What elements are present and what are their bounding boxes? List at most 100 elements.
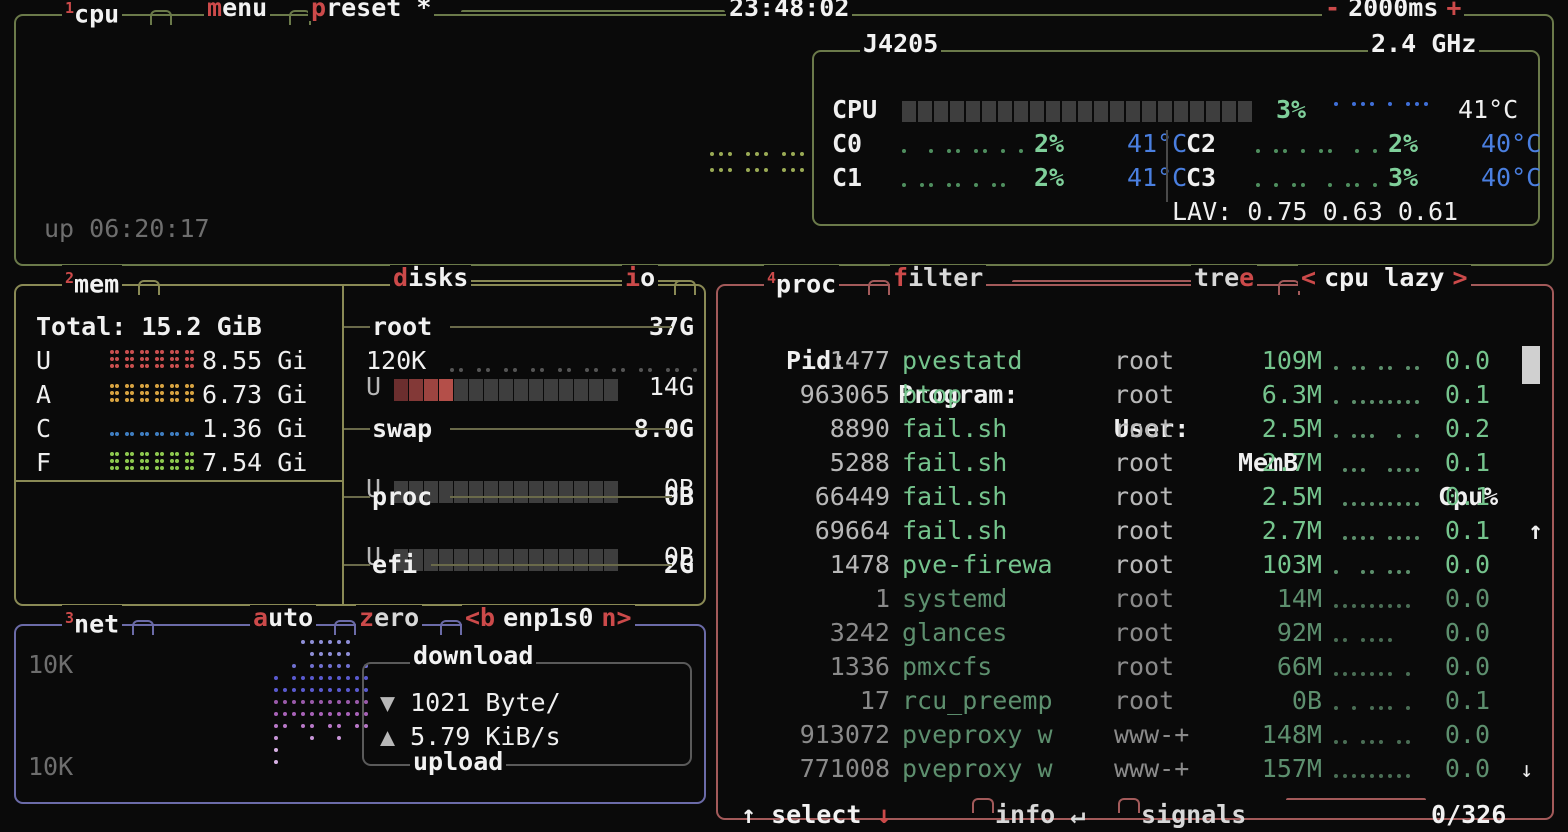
table-row[interactable]: 8890 fail.sh root 2.5M 0.2: [738, 412, 1528, 446]
interval-controls[interactable]: -2000ms +: [1322, 0, 1465, 22]
signals-button[interactable]: signals: [1138, 802, 1249, 828]
disk-meter-segment: [424, 481, 438, 503]
io-toggle[interactable]: io: [622, 265, 659, 291]
table-row[interactable]: 1477 pvestatd root 109M 0.0: [738, 344, 1528, 378]
proc-pid: 69664: [814, 516, 890, 545]
table-row[interactable]: 1 systemd root 14M 0.0: [738, 582, 1528, 616]
scroll-down-icon[interactable]: ↓: [1520, 758, 1534, 783]
mem-row-key-c: C: [36, 414, 52, 443]
proc-box-title-label: proc: [776, 269, 837, 299]
cpu-detail-box: J4205 2.4 GHz CPU 3% 41°C C0 2% 41°C C1 2% 41…: [812, 31, 1541, 226]
mem-row-key-a: A: [36, 380, 52, 409]
table-row[interactable]: 17 rcu_preemp root 0B 0.1: [738, 684, 1528, 718]
proc-program: systemd: [902, 584, 1008, 613]
proc-user: root: [1114, 584, 1175, 613]
core-usage-graph-c3: [1256, 183, 1377, 193]
proc-program: fail.sh: [902, 414, 1008, 443]
download-label: download: [413, 641, 534, 670]
table-row[interactable]: 66449 fail.sh root 2.5M 0.1: [738, 480, 1528, 514]
proc-scrollbar-thumb[interactable]: [1522, 346, 1540, 384]
filter-button[interactable]: filter: [890, 265, 987, 291]
disks-title[interactable]: disks: [390, 263, 472, 292]
mem-total-value: 15.2 GiB: [141, 312, 262, 341]
table-row[interactable]: 913072 pveproxy w www-+ 148M 0.0: [738, 718, 1528, 752]
select-down-icon[interactable]: ↓: [876, 800, 892, 829]
table-row[interactable]: 1478 pve-firewa root 103M 0.0: [738, 548, 1528, 582]
disk-meter-segment: [439, 549, 453, 571]
cpu-meter-segment: [918, 101, 932, 122]
disk-name-proc: proc: [372, 482, 433, 511]
proc-mem: 2.5M: [1261, 414, 1322, 443]
proc-mem: 2.7M: [1261, 448, 1322, 477]
table-row[interactable]: 3242 glances root 92M 0.0: [738, 616, 1528, 650]
disk-meter-segment: [469, 481, 483, 503]
proc-cpu-graph: [1334, 774, 1434, 782]
preset-button[interactable]: preset *: [308, 0, 435, 21]
sort-prev-button[interactable]: <: [1301, 263, 1317, 292]
mem-disks-divider: [342, 286, 344, 604]
disk-meter-segment: [409, 481, 423, 503]
table-row[interactable]: 771008 pveproxy w www-+ 157M 0.0: [738, 752, 1528, 786]
interval-plus-button[interactable]: +: [1446, 0, 1462, 22]
disk-meter-segment: [424, 379, 438, 401]
sort-direction-icon[interactable]: ↑: [1528, 516, 1544, 545]
table-row[interactable]: 1336 pmxcfs root 66M 0.0: [738, 650, 1528, 684]
proc-program: rcu_preemp: [902, 686, 1053, 715]
net-auto-button[interactable]: auto: [250, 605, 317, 631]
net-iface-selector[interactable]: <b enp1s0 n>: [462, 605, 635, 631]
select-label[interactable]: select: [771, 800, 862, 829]
column-header-program[interactable]: Program:: [898, 380, 1019, 409]
table-row[interactable]: 5288 fail.sh root 2.7M 0.1: [738, 446, 1528, 480]
column-header-pid[interactable]: Pid:: [786, 346, 847, 375]
disks-hotkey: d: [393, 263, 409, 292]
mem-row-meter-c: [110, 418, 206, 442]
cpu-title-rule-left: [461, 10, 725, 12]
sort-selector[interactable]: < cpu lazy >: [1298, 265, 1471, 291]
iface-prev-button[interactable]: <b: [465, 603, 496, 632]
zero-label: ero: [374, 603, 420, 632]
mem-box-title[interactable]: 2mem: [62, 265, 123, 298]
menu-button[interactable]: menu: [204, 0, 271, 21]
disk-meter-segment: [454, 379, 468, 401]
sort-next-button[interactable]: >: [1452, 263, 1468, 292]
proc-user: root: [1114, 652, 1175, 681]
mem-section-divider: [16, 480, 342, 482]
footer-notch-2: [1118, 798, 1140, 813]
net-box-title[interactable]: 3net: [62, 605, 123, 638]
proc-box-title[interactable]: 4proc: [764, 265, 840, 299]
proc-pid: 1478: [829, 550, 890, 579]
net-zero-button[interactable]: zero: [356, 603, 423, 632]
disk-name-root: root: [372, 312, 433, 341]
interval-minus-button[interactable]: -: [1325, 0, 1341, 22]
info-button[interactable]: info ↵: [992, 802, 1088, 828]
proc-program: pve-firewa: [902, 550, 1053, 579]
tree-toggle[interactable]: tree: [1191, 265, 1258, 291]
proc-user: root: [1114, 448, 1175, 477]
cpu-meter-segment: [998, 101, 1012, 122]
cpu-meter-segment: [1030, 101, 1044, 122]
net-title-notch-3: [440, 620, 462, 635]
disk-meter-segment: [544, 379, 558, 401]
proc-mem: 66M: [1276, 652, 1322, 681]
footer-rule: [1286, 798, 1426, 800]
select-up-icon[interactable]: ↑: [741, 800, 757, 829]
proc-mem: 109M: [1261, 346, 1322, 375]
cpu-freq-label: 2.4 GHz: [1368, 31, 1480, 57]
disk-meter-segment: [394, 379, 408, 401]
proc-pid: 913072: [799, 720, 890, 749]
iface-next-button[interactable]: n>: [601, 603, 632, 632]
column-header-user[interactable]: User:: [1114, 414, 1190, 443]
proc-cpu: 0.0: [1444, 584, 1490, 613]
proc-user: www-+: [1114, 754, 1190, 783]
proc-user: root: [1114, 482, 1175, 511]
mem-row-value-a: 6.73 Gi: [202, 380, 308, 409]
proc-cpu-graph: [1334, 468, 1434, 476]
cpu-box-title[interactable]: 1cpu: [62, 0, 123, 28]
column-header-cpu[interactable]: Cpu%: [1438, 482, 1499, 511]
table-row[interactable]: 963065 btop root 6.3M 0.1: [738, 378, 1528, 412]
disks-label: isks: [408, 263, 469, 292]
cpu-meter-segment: [1206, 101, 1220, 122]
table-row[interactable]: 69664 fail.sh root 2.7M 0.1: [738, 514, 1528, 548]
proc-cpu-graph: [1334, 502, 1434, 510]
column-header-memb[interactable]: MemB: [1238, 448, 1299, 477]
